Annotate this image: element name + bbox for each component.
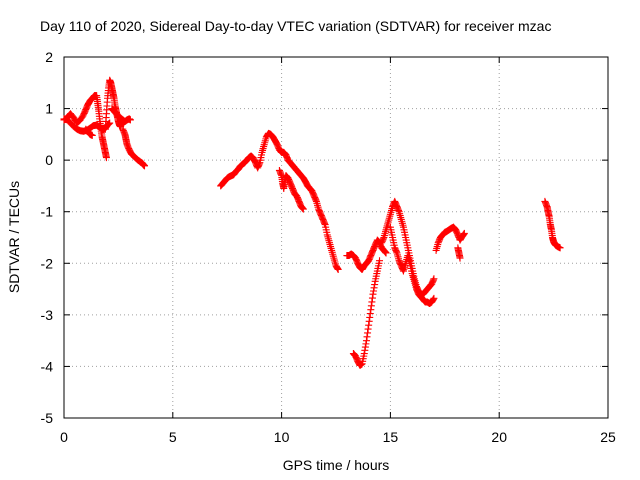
data-segment (82, 125, 96, 139)
data-point (456, 254, 464, 262)
x-tick-label: 20 (491, 429, 507, 445)
data-point (430, 294, 438, 302)
grid (64, 57, 608, 418)
data-point (430, 275, 438, 283)
data-segment (349, 257, 384, 369)
data-segment (60, 92, 110, 162)
y-tick-label: -2 (41, 255, 54, 271)
data-point (106, 119, 114, 127)
y-tick-label: -5 (41, 410, 54, 426)
chart-title: Day 110 of 2020, Sidereal Day-to-day VTE… (40, 18, 551, 34)
data-point (299, 205, 307, 213)
y-tick-label: -1 (41, 204, 54, 220)
data-segment (454, 244, 464, 262)
y-axis-label: SDTVAR / TECUs (6, 181, 22, 293)
data-point (376, 257, 384, 265)
data-point (460, 229, 468, 237)
data-segment (541, 197, 564, 252)
data-segment (432, 223, 468, 254)
y-tick-label: 1 (45, 101, 53, 117)
data-point (141, 162, 149, 170)
data-segment (386, 223, 438, 308)
x-tick-label: 0 (60, 429, 68, 445)
data-point (126, 116, 134, 124)
plot-frame (63, 56, 609, 419)
data-segment (275, 166, 307, 213)
y-tick-label: -4 (41, 358, 54, 374)
data-segment (101, 76, 127, 133)
data-segment (378, 197, 438, 298)
x-tick-label: 25 (600, 429, 616, 445)
data-segment (108, 105, 134, 125)
data-point (556, 244, 564, 252)
data-point (334, 265, 342, 273)
data-points (60, 76, 564, 369)
y-tick-label: -3 (41, 307, 54, 323)
x-axis-label: GPS time / hours (283, 457, 390, 473)
data-point (102, 154, 110, 162)
y-tick-label: 2 (45, 49, 53, 65)
x-tick-label: 15 (383, 429, 399, 445)
y-tick-label: 0 (45, 152, 53, 168)
data-segment (119, 125, 149, 170)
data-point (382, 249, 390, 257)
x-tick-label: 5 (169, 429, 177, 445)
x-tick-label: 10 (274, 429, 290, 445)
data-segment (217, 129, 342, 273)
data-point (88, 131, 96, 139)
